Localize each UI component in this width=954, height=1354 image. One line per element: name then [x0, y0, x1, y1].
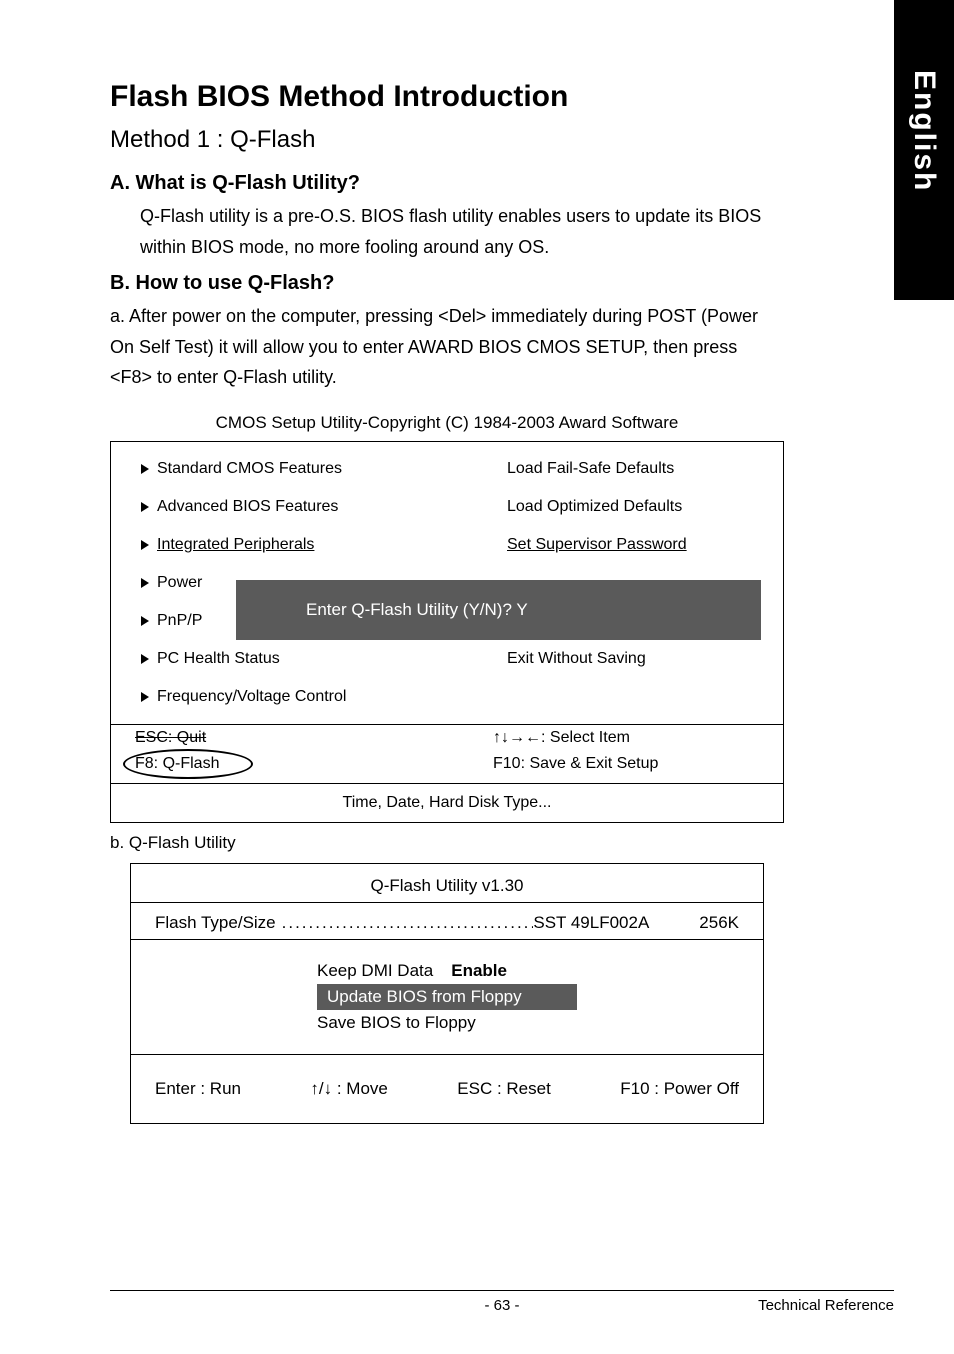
qflash-menu: Keep DMI Data Enable Update BIOS from Fl… [131, 940, 763, 1055]
main-heading: Flash BIOS Method Introduction [110, 80, 784, 114]
bios-hint-row-1: ESC: Quit ↑↓→←: Select Item [111, 725, 783, 751]
menu-item-fail-safe[interactable]: Load Fail-Safe Defaults [507, 450, 783, 488]
hint-move: ↑/↓ : Move [310, 1079, 387, 1099]
f8-qflash-label: F8: Q-Flash [135, 755, 459, 773]
hint-f10: F10 : Power Off [620, 1079, 739, 1099]
page-footer: - 63 - Technical Reference [110, 1290, 894, 1314]
qflash-footer-hints: Enter : Run ↑/↓ : Move ESC : Reset F10 :… [131, 1055, 763, 1123]
menu-item-pc-health[interactable]: PC Health Status [141, 640, 447, 678]
qflash-confirm-dialog[interactable]: Enter Q-Flash Utility (Y/N)? Y [236, 580, 761, 640]
method-heading: Method 1 : Q-Flash [110, 126, 784, 154]
flash-model: SST 49LF002A [533, 913, 649, 933]
side-tab-label: English [907, 70, 941, 192]
f8-highlighted: F8: Q-Flash [135, 755, 219, 773]
keep-dmi-value: Enable [451, 961, 507, 981]
menu-label: PC Health Status [157, 650, 280, 668]
page-content: Flash BIOS Method Introduction Method 1 … [0, 0, 894, 1164]
menu-label: Load Fail-Safe Defaults [507, 460, 674, 478]
select-item-label: ↑↓→←: Select Item [459, 729, 783, 747]
menu-save-bios[interactable]: Save BIOS to Floppy [317, 1010, 577, 1036]
menu-label: Integrated Peripherals [157, 536, 314, 554]
menu-item-supervisor-password[interactable]: Set Supervisor Password [507, 526, 783, 564]
section-a-title: A. What is Q-Flash Utility? [110, 172, 784, 195]
esc-quit-label: ESC: Quit [135, 729, 459, 747]
qflash-utility-box: Q-Flash Utility v1.30 Flash Type/Size ..… [130, 863, 764, 1124]
bios-footer-hint: Time, Date, Hard Disk Type... [111, 783, 783, 822]
menu-item-exit-without-saving[interactable]: Exit Without Saving [507, 640, 783, 678]
menu-item-frequency-voltage[interactable]: Frequency/Voltage Control [141, 678, 447, 716]
menu-item-integrated-peripherals[interactable]: Integrated Peripherals [141, 526, 447, 564]
save-bios-label: Save BIOS to Floppy [317, 1013, 476, 1032]
section-a-body: Q-Flash utility is a pre-O.S. BIOS flash… [110, 201, 784, 262]
menu-label: Frequency/Voltage Control [157, 688, 346, 706]
page-number: - 63 - [484, 1297, 519, 1314]
triangle-icon [141, 654, 149, 664]
flash-type-row: Flash Type/Size ........................… [131, 903, 763, 940]
triangle-icon [141, 502, 149, 512]
menu-label: Exit Without Saving [507, 650, 646, 668]
menu-label: Advanced BIOS Features [157, 498, 338, 516]
dialog-text: Enter Q-Flash Utility (Y/N)? Y [306, 600, 528, 620]
section-b-title: B. How to use Q-Flash? [110, 272, 784, 295]
side-language-tab: English [894, 0, 954, 300]
menu-item-advanced-bios[interactable]: Advanced BIOS Features [141, 488, 447, 526]
menu-label: Set Supervisor Password [507, 536, 687, 554]
qflash-title: Q-Flash Utility v1.30 [131, 864, 763, 903]
menu-item-blank [507, 678, 783, 716]
footer-ref: Technical Reference [758, 1297, 894, 1314]
menu-update-bios[interactable]: Update BIOS from Floppy [317, 984, 577, 1010]
menu-item-optimized[interactable]: Load Optimized Defaults [507, 488, 783, 526]
menu-label: PnP/P [157, 612, 202, 630]
triangle-icon [141, 692, 149, 702]
menu-label: Standard CMOS Features [157, 460, 342, 478]
f10-save-exit-label: F10: Save & Exit Setup [459, 755, 783, 773]
bios-caption: CMOS Setup Utility-Copyright (C) 1984-20… [110, 413, 784, 433]
circle-annotation [123, 749, 253, 779]
esc-text: ESC: Quit [135, 729, 206, 746]
dots-filler: ........................................… [276, 913, 534, 933]
menu-item-standard-cmos[interactable]: Standard CMOS Features [141, 450, 447, 488]
triangle-icon [141, 616, 149, 626]
menu-label: Load Optimized Defaults [507, 498, 682, 516]
bios-setup-box: Standard CMOS Features Advanced BIOS Fea… [110, 441, 784, 823]
section-b-body: a. After power on the computer, pressing… [110, 301, 784, 393]
menu-label: Power [157, 574, 202, 592]
triangle-icon [141, 578, 149, 588]
triangle-icon [141, 464, 149, 474]
triangle-icon [141, 540, 149, 550]
hint-esc: ESC : Reset [457, 1079, 551, 1099]
qflash-section-label: b. Q-Flash Utility [110, 833, 784, 853]
menu-keep-dmi[interactable]: Keep DMI Data Enable [317, 958, 577, 984]
update-bios-label: Update BIOS from Floppy [327, 987, 522, 1006]
bios-hint-row-2: F8: Q-Flash F10: Save & Exit Setup [111, 751, 783, 783]
hint-enter: Enter : Run [155, 1079, 241, 1099]
flash-size: 256K [699, 913, 739, 933]
keep-dmi-label: Keep DMI Data [317, 961, 433, 981]
flash-type-label: Flash Type/Size [155, 913, 276, 933]
menu-wrap: Keep DMI Data Enable Update BIOS from Fl… [131, 958, 763, 1036]
